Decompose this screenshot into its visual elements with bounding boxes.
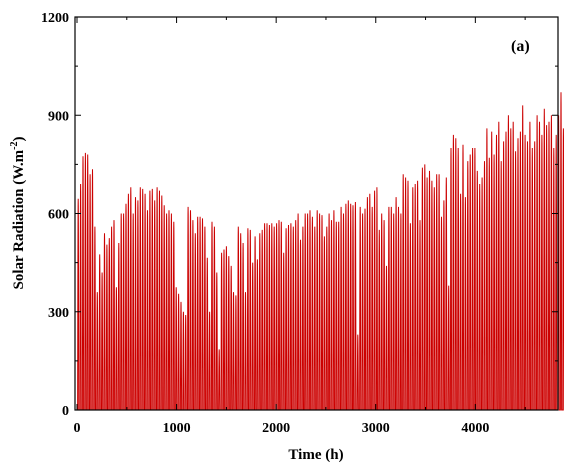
panel-label: (a) bbox=[511, 38, 530, 55]
x-axis: 0 1000 2000 3000 4000 bbox=[73, 17, 526, 436]
x-tick-label: 2000 bbox=[262, 421, 290, 436]
y-tick-label: 1200 bbox=[41, 11, 69, 26]
y-axis-title: Solar Radiation (W.m-2) bbox=[9, 137, 27, 290]
y-tick-label: 0 bbox=[62, 404, 69, 419]
y-axis: 0 300 600 900 1200 bbox=[41, 11, 558, 419]
y-tick-label: 300 bbox=[48, 306, 69, 321]
series-line bbox=[77, 92, 564, 411]
y-tick-label: 600 bbox=[48, 208, 69, 223]
plot-area bbox=[77, 92, 564, 411]
y-tick-label: 900 bbox=[48, 109, 69, 124]
x-tick-label: 3000 bbox=[362, 421, 390, 436]
x-axis-title: Time (h) bbox=[288, 447, 343, 463]
x-tick-label: 1000 bbox=[163, 421, 191, 436]
x-tick-label: 0 bbox=[73, 421, 80, 436]
x-tick-label: 4000 bbox=[461, 421, 489, 436]
